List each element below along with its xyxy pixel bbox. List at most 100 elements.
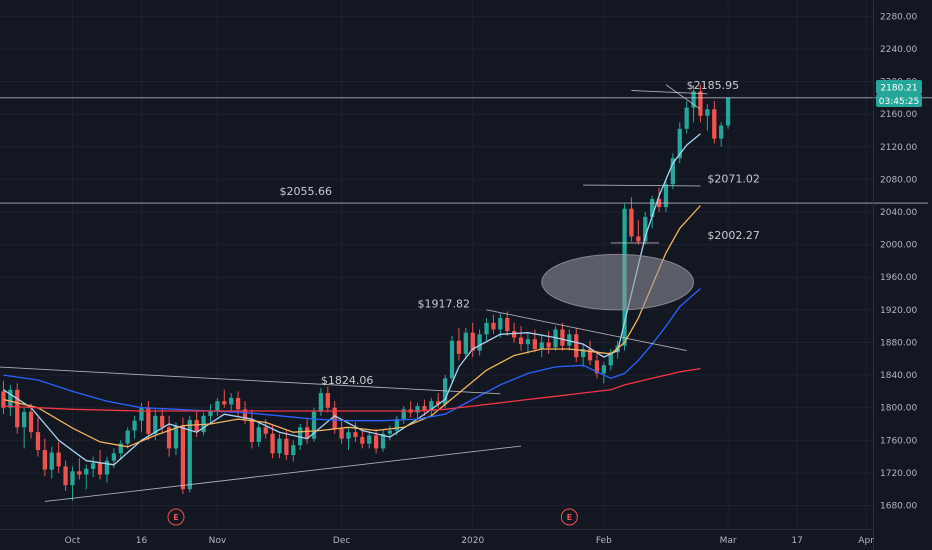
candle[interactable] bbox=[698, 84, 703, 123]
candle[interactable] bbox=[498, 313, 503, 338]
candle-body bbox=[208, 410, 213, 416]
candle[interactable] bbox=[325, 386, 330, 413]
candle[interactable] bbox=[581, 344, 586, 367]
candle[interactable] bbox=[505, 311, 510, 336]
candle[interactable] bbox=[249, 409, 255, 449]
candle[interactable] bbox=[77, 458, 82, 480]
earnings-event-marker[interactable]: E bbox=[560, 508, 578, 526]
candle[interactable] bbox=[373, 428, 379, 454]
candle[interactable] bbox=[132, 415, 137, 439]
candle[interactable] bbox=[643, 212, 648, 245]
candle[interactable] bbox=[49, 446, 54, 479]
candle[interactable] bbox=[705, 104, 710, 131]
candle[interactable] bbox=[449, 335, 455, 384]
candle[interactable] bbox=[691, 84, 696, 123]
candle[interactable] bbox=[311, 407, 317, 442]
candle[interactable] bbox=[367, 432, 372, 449]
highlight-ellipse[interactable] bbox=[541, 253, 695, 311]
candle[interactable] bbox=[15, 383, 20, 434]
candle[interactable] bbox=[380, 430, 386, 452]
candle[interactable] bbox=[456, 327, 462, 361]
candle[interactable] bbox=[484, 318, 489, 341]
candle[interactable] bbox=[222, 389, 227, 408]
x-tick-label: Nov bbox=[209, 536, 227, 546]
candle[interactable] bbox=[650, 195, 655, 229]
candle[interactable] bbox=[346, 427, 351, 451]
candle[interactable] bbox=[125, 427, 130, 449]
candle[interactable] bbox=[470, 322, 475, 358]
candle[interactable] bbox=[104, 456, 110, 483]
trendline[interactable] bbox=[631, 90, 708, 95]
candle[interactable] bbox=[567, 329, 572, 351]
candle[interactable] bbox=[42, 438, 47, 477]
candle[interactable] bbox=[684, 101, 689, 134]
candle[interactable] bbox=[291, 440, 296, 462]
candle[interactable] bbox=[442, 375, 448, 408]
candle[interactable] bbox=[670, 153, 676, 190]
candle[interactable] bbox=[284, 430, 289, 460]
candle[interactable] bbox=[97, 450, 103, 480]
candle[interactable] bbox=[22, 407, 27, 449]
earnings-event-marker[interactable]: E bbox=[167, 508, 185, 526]
candle[interactable] bbox=[587, 340, 593, 366]
candle[interactable] bbox=[91, 456, 96, 477]
candle[interactable] bbox=[677, 122, 682, 164]
candle[interactable] bbox=[560, 322, 565, 351]
candle[interactable] bbox=[601, 362, 606, 384]
candle[interactable] bbox=[8, 384, 13, 416]
candle[interactable] bbox=[608, 348, 613, 371]
trendline[interactable] bbox=[0, 366, 501, 395]
candle[interactable] bbox=[719, 122, 724, 147]
trendline[interactable] bbox=[583, 184, 701, 187]
moving-average-line bbox=[3, 205, 701, 448]
trendline[interactable] bbox=[44, 445, 522, 502]
candle[interactable] bbox=[387, 425, 393, 441]
candle[interactable] bbox=[436, 393, 441, 408]
candle[interactable] bbox=[663, 179, 669, 212]
candle[interactable] bbox=[712, 101, 717, 144]
candle[interactable] bbox=[532, 329, 537, 353]
candle[interactable] bbox=[629, 197, 634, 242]
candle[interactable] bbox=[360, 430, 365, 449]
candle[interactable] bbox=[28, 403, 34, 439]
time-axis[interactable]: Oct 16 Nov Dec 2020 Feb Mar 17 Apr bbox=[65, 536, 874, 546]
candle[interactable] bbox=[166, 415, 172, 457]
candle[interactable] bbox=[353, 422, 358, 442]
candle[interactable] bbox=[636, 220, 641, 245]
candle-body bbox=[553, 329, 558, 348]
candle[interactable] bbox=[463, 327, 468, 359]
candle[interactable] bbox=[208, 404, 213, 424]
candle[interactable] bbox=[35, 417, 41, 457]
trendline[interactable] bbox=[665, 84, 701, 110]
candle[interactable] bbox=[429, 397, 434, 418]
candle[interactable] bbox=[187, 415, 192, 493]
candle[interactable] bbox=[70, 466, 75, 501]
candle[interactable] bbox=[574, 327, 579, 363]
candle[interactable] bbox=[84, 464, 89, 490]
candle[interactable] bbox=[594, 350, 600, 379]
candle[interactable] bbox=[270, 425, 275, 459]
trendline[interactable] bbox=[486, 309, 687, 352]
candle[interactable] bbox=[180, 417, 186, 495]
candle[interactable] bbox=[215, 397, 220, 416]
candle[interactable] bbox=[63, 460, 68, 491]
candle[interactable] bbox=[277, 433, 282, 459]
candle[interactable] bbox=[725, 97, 731, 129]
candle[interactable] bbox=[118, 440, 123, 460]
candle[interactable] bbox=[518, 326, 524, 351]
candle[interactable] bbox=[256, 422, 261, 447]
candle[interactable] bbox=[546, 331, 551, 354]
candle[interactable] bbox=[1, 380, 6, 415]
candle[interactable] bbox=[539, 334, 544, 358]
candle[interactable] bbox=[401, 406, 406, 424]
candle[interactable] bbox=[56, 441, 61, 473]
candle[interactable] bbox=[422, 399, 427, 416]
candle[interactable] bbox=[477, 329, 482, 356]
candle[interactable] bbox=[229, 393, 234, 411]
candle[interactable] bbox=[491, 314, 496, 335]
candle[interactable] bbox=[511, 322, 517, 343]
candle[interactable] bbox=[553, 326, 558, 351]
candle[interactable] bbox=[525, 332, 531, 354]
candle[interactable] bbox=[339, 419, 344, 444]
